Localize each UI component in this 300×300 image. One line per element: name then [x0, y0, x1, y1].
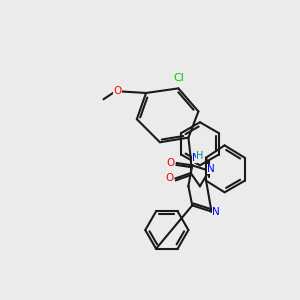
Text: N: N [212, 207, 220, 217]
Text: N: N [192, 153, 200, 163]
Text: O: O [165, 173, 173, 184]
Text: O: O [113, 86, 122, 96]
Text: N: N [207, 164, 214, 174]
Text: Cl: Cl [173, 73, 184, 83]
Text: H: H [196, 151, 204, 161]
Text: O: O [167, 158, 175, 168]
